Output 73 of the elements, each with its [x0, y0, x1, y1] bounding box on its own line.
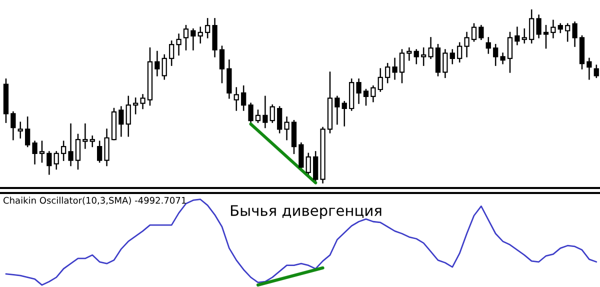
candlestick — [356, 78, 362, 104]
candlestick — [471, 23, 477, 42]
candlestick — [536, 14, 542, 38]
candlestick — [421, 47, 426, 66]
candlestick — [140, 94, 146, 110]
candlestick — [378, 68, 383, 92]
candlestick — [25, 116, 30, 148]
candlestick — [154, 50, 160, 76]
candlestick — [162, 54, 167, 80]
candlestick — [176, 34, 182, 56]
candlestick — [118, 106, 124, 137]
candlestick — [262, 96, 268, 128]
candlestick — [10, 111, 16, 140]
candlestick — [133, 98, 138, 114]
candlestick — [75, 134, 81, 170]
candlestick — [46, 151, 52, 175]
candlestick — [428, 37, 434, 60]
candlestick — [486, 37, 491, 54]
candlestick — [277, 106, 282, 134]
candlestick — [529, 9, 534, 44]
candlestick — [478, 24, 484, 40]
candlestick — [54, 151, 59, 170]
candlestick — [572, 21, 578, 47]
candlestick — [82, 123, 88, 149]
candlestick — [363, 88, 369, 106]
candlestick — [522, 28, 527, 44]
candlestick — [313, 151, 318, 182]
candlestick — [255, 110, 261, 123]
candlestick — [183, 24, 189, 50]
candlestick — [450, 49, 455, 64]
candlestick — [442, 49, 448, 78]
candlestick — [457, 42, 462, 62]
candlestick — [306, 152, 311, 175]
candlestick — [399, 49, 405, 84]
candlestick — [334, 96, 340, 125]
candlestick — [543, 24, 549, 49]
candlestick — [464, 32, 470, 58]
candlestick — [169, 40, 174, 66]
candlestick — [18, 122, 23, 139]
candlestick — [190, 28, 196, 50]
candlestick — [550, 20, 556, 38]
candlestick — [270, 104, 275, 123]
candlestick — [126, 96, 131, 137]
candlestick — [514, 26, 520, 46]
candlestick — [219, 46, 225, 84]
candlestick — [565, 23, 570, 42]
candlestick — [104, 128, 110, 166]
candlestick — [298, 142, 304, 170]
candlestick — [370, 85, 376, 102]
candlestick — [507, 32, 513, 73]
candlestick — [342, 100, 347, 126]
candlestick — [39, 140, 45, 163]
candlestick — [414, 49, 419, 64]
candlestick — [284, 116, 290, 140]
candlestick — [90, 136, 95, 148]
candlestick — [586, 58, 592, 80]
candlestick — [406, 47, 412, 61]
chart-title: Chaikin Oscillator(10,3,SMA) -4992.7071 — [4, 196, 186, 205]
candlestick — [97, 140, 102, 163]
candlestick — [68, 123, 74, 166]
candlestick — [234, 87, 239, 111]
candlestick — [493, 44, 498, 66]
candlestick — [594, 64, 599, 78]
candlestick — [241, 85, 246, 111]
candlestick — [205, 18, 210, 38]
candlestick — [248, 102, 254, 125]
candlestick — [61, 140, 66, 161]
candlestick — [392, 58, 398, 80]
candlestick — [198, 26, 203, 44]
candlestick — [500, 52, 506, 64]
candlestick — [32, 140, 38, 164]
candlestick — [385, 62, 390, 84]
annotation: Бычья дивергенция — [230, 205, 382, 219]
